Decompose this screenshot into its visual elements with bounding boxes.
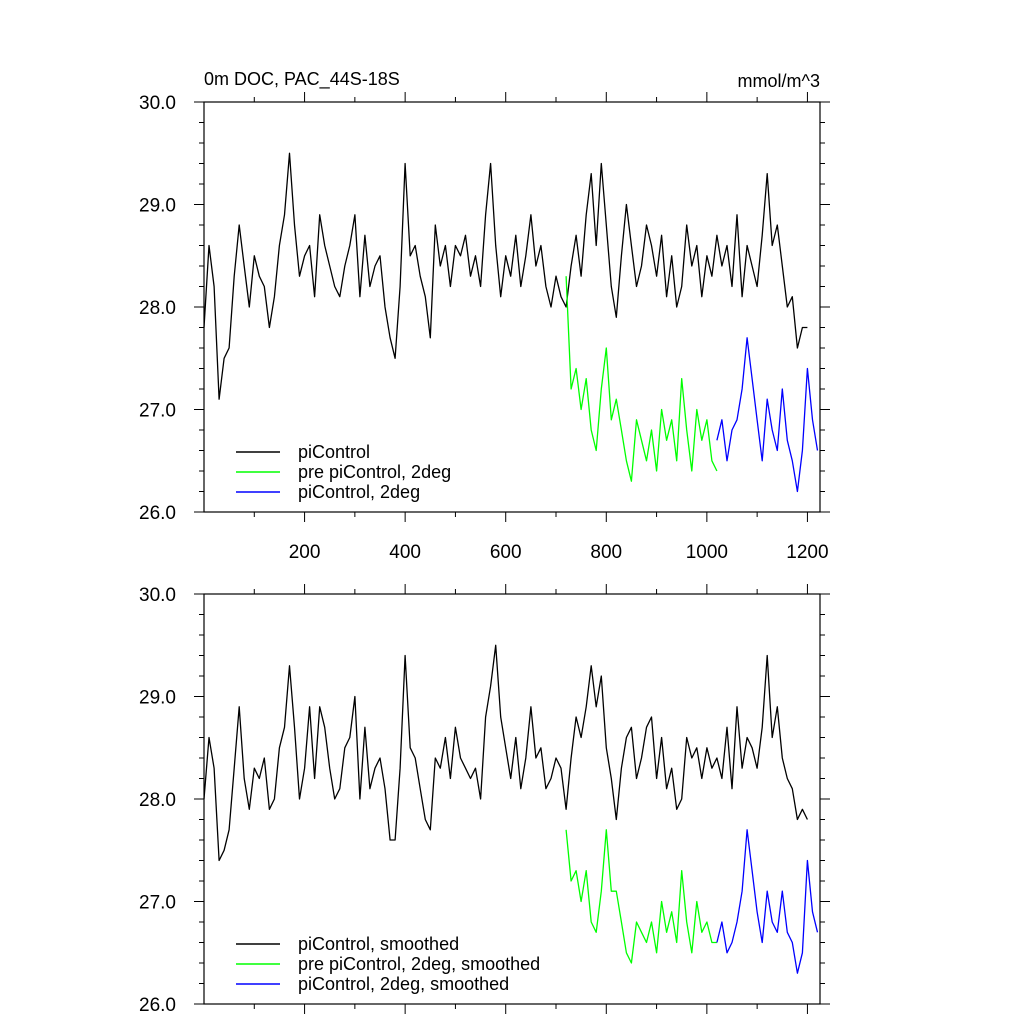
x-tick-label: 1200 [786, 542, 828, 563]
bottom-axis-ticks: 26.0 27.0 28.0 29.0 30.0 [139, 584, 830, 1016]
top-plot-frame [203, 101, 821, 513]
bottom-plot-frame [203, 593, 821, 1005]
series-line-pre-picontrol-2deg-smoothed [565, 829, 717, 964]
y-tick-label: 29.0 [139, 196, 176, 217]
series-line-picontrol-smoothed [203, 644, 808, 862]
y-tick-label: 28.0 [139, 298, 176, 319]
top-panel: 0m DOC, PAC_44S-18S mmol/m^3 26.0 27.0 28.… [139, 69, 830, 563]
y-tick-label: 30.0 [139, 93, 176, 114]
series-line-picontrol-2deg-smoothed [716, 829, 819, 974]
series-line-picontrol-2deg [716, 337, 819, 493]
top-series-group [203, 152, 819, 493]
series-line-pre-picontrol-2deg [565, 276, 718, 482]
y-tick-label: 28.0 [139, 790, 176, 811]
legend-label-pre-picontrol-2deg-smoothed: pre piControl, 2deg, smoothed [298, 954, 540, 974]
legend-label-picontrol-2deg-smoothed: piControl, 2deg, smoothed [298, 974, 509, 994]
x-tick-label: 200 [289, 542, 321, 563]
chart-title: 0m DOC, PAC_44S-18S [204, 69, 400, 90]
x-tick-label: 400 [389, 542, 421, 563]
legend-label-picontrol-2deg: piControl, 2deg [298, 482, 420, 502]
top-axis-ticks: 26.0 27.0 28.0 29.0 30.0 200 400 600 800 1000 1200 [139, 92, 830, 563]
legend-label-pre-picontrol-2deg: pre piControl, 2deg [298, 462, 451, 482]
y-tick-label: 26.0 [139, 503, 176, 524]
x-tick-label: 600 [490, 542, 522, 563]
legend-label-picontrol-smoothed: piControl, smoothed [298, 934, 459, 954]
bottom-panel: 26.0 27.0 28.0 29.0 30.0 piControl, smoothed… [139, 584, 830, 1016]
series-line-picontrol [203, 152, 808, 400]
y-tick-label: 30.0 [139, 585, 176, 606]
y-tick-label: 26.0 [139, 995, 176, 1016]
y-tick-label: 27.0 [139, 401, 176, 422]
units-label: mmol/m^3 [738, 71, 820, 91]
x-tick-label: 1000 [686, 542, 728, 563]
legend-label-picontrol: piControl [298, 442, 370, 462]
x-tick-label: 800 [590, 542, 622, 563]
y-tick-label: 27.0 [139, 893, 176, 914]
y-tick-label: 29.0 [139, 688, 176, 709]
bottom-series-group [203, 644, 819, 974]
